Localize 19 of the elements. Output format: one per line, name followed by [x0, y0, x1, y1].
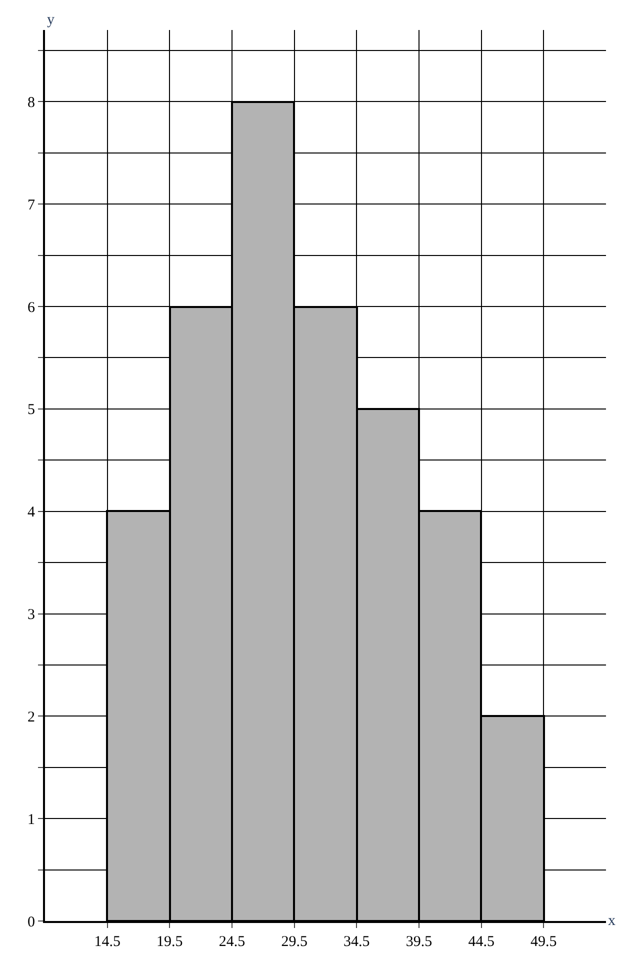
x-tick-label: 19.5	[156, 934, 183, 950]
x-tick-label: 39.5	[406, 934, 432, 950]
x-tick-label: 24.5	[218, 934, 246, 950]
y-tick-label: 4	[28, 504, 36, 521]
y-tick-label: 7	[28, 197, 36, 214]
y-axis-title: y	[47, 12, 55, 28]
y-tick-label: 0	[28, 914, 35, 930]
y-tick-label: 3	[28, 607, 35, 624]
x-tick-label: 14.5	[94, 934, 120, 950]
y-tick-label: 5	[28, 402, 35, 418]
x-tick-label: 29.5	[281, 934, 308, 950]
x-axis-title: x	[608, 913, 616, 929]
x-tick-label: 49.5	[530, 934, 557, 950]
y-tick-label: 2	[28, 709, 35, 726]
y-tick-label: 6	[28, 300, 36, 316]
x-tick-label: 34.5	[344, 934, 370, 950]
x-tick-label: 44.5	[468, 934, 494, 950]
y-tick-label: 8	[28, 94, 35, 111]
y-tick-label: 1	[28, 812, 35, 828]
